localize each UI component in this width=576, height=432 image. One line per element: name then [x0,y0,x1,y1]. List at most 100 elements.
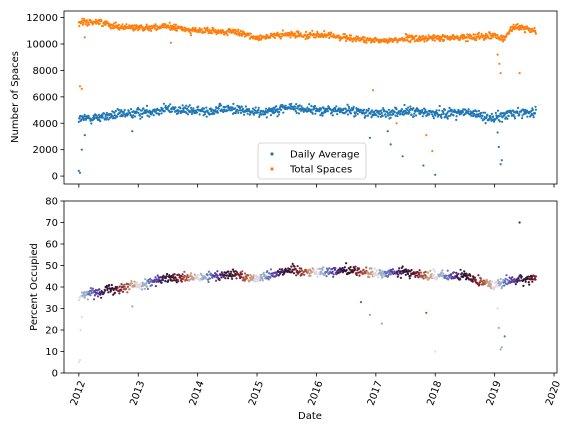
daily-average-point [141,116,144,119]
daily-average-point [314,112,317,115]
daily-average-point [224,106,227,109]
daily-average-point [373,110,376,113]
daily-average-point [140,109,143,112]
x-tick-label: 2020 [544,379,563,407]
daily-average-point [237,111,240,114]
percent-occupied-point [259,279,262,282]
percent-occupied-point [133,285,137,288]
percent-occupied-point [399,270,402,273]
percent-occupied-point [135,283,138,286]
daily-average-point [95,114,98,117]
daily-average-point [384,115,387,118]
percent-occupied-point [126,285,129,288]
daily-average-point [379,115,382,118]
percent-occupied-point [418,269,421,272]
percent-occupied-outlier [80,316,83,319]
daily-average-point [234,107,237,110]
daily-average-point [412,115,415,118]
total-spaces-point [354,40,357,43]
daily-average-point [346,103,349,106]
daily-average-point [209,107,212,110]
percent-occupied-point [358,267,361,270]
daily-average-point [257,108,260,112]
daily-average-point [386,112,390,115]
percent-occupied-point [100,296,103,299]
percent-occupied-point [261,279,264,282]
percent-occupied-point [460,272,464,275]
daily-average-point [402,111,405,114]
daily-average-point [337,107,340,110]
percent-occupied-point [251,278,254,281]
daily-average-point [239,109,242,112]
top-y-tick-label: 4000 [33,119,58,130]
percent-occupied-point [483,283,486,286]
total-spaces-point [490,37,493,40]
percent-occupied-point [277,274,280,277]
daily-average-point [447,115,450,118]
daily-average-point [92,118,96,121]
percent-occupied-point [155,280,158,283]
percent-occupied-point [414,274,417,277]
daily-average-point [152,114,155,117]
daily-average-point [84,118,88,121]
x-tick-label: 2012 [69,379,88,407]
daily-average-point [475,110,478,113]
percent-occupied-point [123,283,126,286]
total-spaces-point [453,38,456,41]
daily-average-point [300,105,303,108]
daily-average-point [534,105,537,108]
total-spaces-point [117,23,120,26]
percent-occupied-point [174,276,177,279]
percent-occupied-point [154,285,157,288]
percent-occupied-point [419,271,423,274]
daily-average-point [415,114,418,117]
daily-average-point [490,112,493,115]
total-spaces-point [503,38,506,41]
bottom-scatter-points [77,221,538,364]
percent-occupied-point [107,291,110,294]
percent-occupied-point [254,280,257,283]
percent-occupied-point [144,278,147,281]
daily-average-point [213,112,216,115]
daily-average-point [458,113,461,116]
daily-average-point [489,117,492,120]
percent-occupied-point [235,277,238,280]
total-spaces-point [351,40,354,43]
percent-occupied-point [332,275,335,278]
daily-average-point [525,109,529,112]
total-spaces-point [422,35,425,38]
daily-average-point [77,120,80,123]
daily-average-point [266,111,269,114]
daily-average-point [254,109,257,112]
percent-occupied-point [318,267,321,270]
percent-occupied-point [197,274,200,277]
daily-average-point [501,116,504,119]
bottom-y-tick-label: 20 [45,326,58,337]
percent-occupied-point [489,285,492,288]
percent-occupied-point [391,268,394,271]
total-spaces-point [153,27,157,30]
daily-average-point [318,110,321,113]
daily-average-point [269,114,272,117]
bottom-y-tick-label: 80 [45,197,58,208]
daily-average-point [239,107,242,110]
daily-average-point [234,112,237,115]
daily-average-point [164,104,167,107]
percent-occupied-point [98,288,101,291]
total-spaces-point [168,26,171,29]
percent-occupied-point [227,277,230,280]
daily-average-point [276,115,279,118]
percent-occupied-point [325,275,328,278]
percent-occupied-point [347,267,350,270]
percent-occupied-point [216,274,219,277]
daily-average-point [264,113,267,116]
percent-occupied-point [182,278,185,281]
daily-average-point-outlier [434,173,437,176]
daily-average-point [205,115,208,118]
total-spaces-point [488,32,492,35]
daily-average-point [177,112,180,115]
percent-occupied-point [531,280,534,283]
total-spaces-point [169,28,172,31]
percent-occupied-point [200,274,203,277]
